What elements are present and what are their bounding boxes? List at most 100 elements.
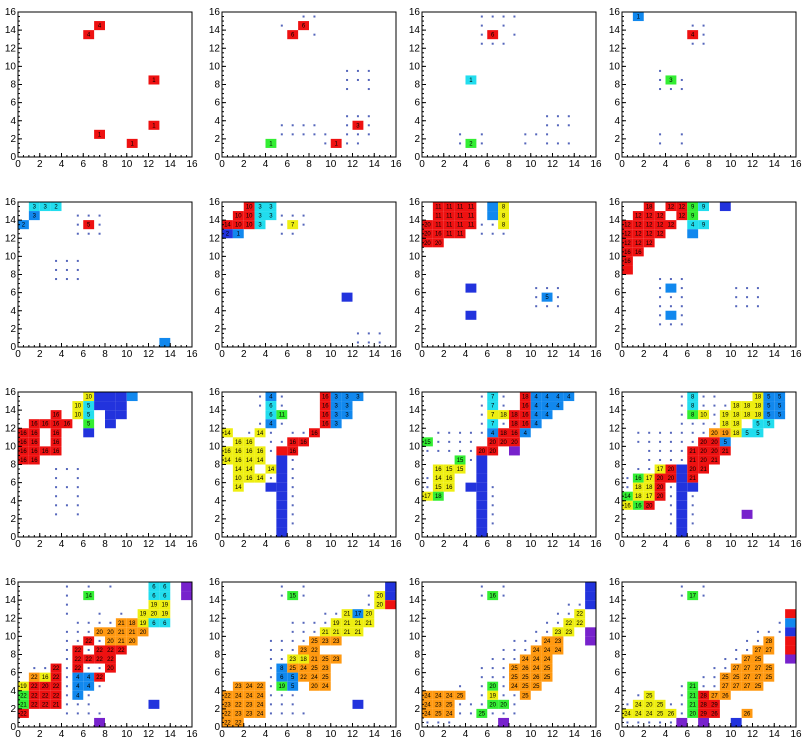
cell-label: 10 — [85, 395, 92, 401]
cell-label: 16 — [20, 431, 27, 437]
y-tick-label: 14 — [5, 595, 17, 606]
cell — [276, 509, 288, 519]
y-tick-label: 8 — [10, 270, 16, 281]
x-tick-label: 8 — [706, 729, 712, 740]
y-tick-label: 2 — [614, 134, 620, 145]
cell — [530, 672, 542, 682]
cell — [687, 455, 699, 465]
x-tick-label: 6 — [284, 159, 290, 170]
cell — [585, 591, 596, 601]
marker-dot — [76, 232, 79, 235]
cell-label: 17 — [646, 494, 653, 500]
y-tick-label: 12 — [209, 423, 221, 434]
cell — [465, 138, 477, 148]
marker-dot — [324, 142, 327, 145]
marker-dot — [513, 639, 516, 642]
marker-dot — [680, 142, 683, 145]
x-tick-label: 14 — [165, 159, 177, 170]
marker-dot — [280, 594, 283, 597]
cell-label: 18 — [511, 422, 518, 428]
cell — [50, 437, 62, 447]
cell-label: 8 — [691, 404, 695, 410]
marker-dot — [367, 332, 370, 335]
x-tick-label: 0 — [419, 729, 425, 740]
marker-dot — [746, 305, 749, 308]
cell-label: 1 — [152, 78, 156, 84]
cell — [309, 645, 320, 655]
marker-dot — [691, 440, 694, 443]
y-tick-label: 0 — [414, 152, 420, 163]
cell-label: 21 — [333, 630, 340, 636]
cell — [105, 401, 116, 411]
marker-dot — [291, 486, 294, 489]
marker-dot — [626, 703, 629, 706]
cell — [519, 681, 531, 691]
cell-label: 24 — [246, 684, 253, 690]
cell — [719, 672, 731, 682]
marker-dot — [291, 124, 294, 127]
cell — [443, 464, 455, 474]
x-tick-label: 0 — [619, 349, 625, 360]
marker-dot — [280, 648, 283, 651]
cell-label: 19 — [151, 603, 158, 609]
y-tick-label: 14 — [609, 25, 621, 36]
x-tick-label: 14 — [569, 729, 581, 740]
y-tick-label: 10 — [5, 251, 17, 262]
marker-dot — [324, 621, 327, 624]
cell — [487, 591, 499, 601]
cell-label: 25 — [765, 666, 772, 672]
marker-dot — [367, 603, 370, 606]
cell — [83, 220, 95, 230]
y-tick-label: 2 — [414, 324, 420, 335]
cell-label: 3 — [335, 413, 339, 419]
x-tick-label: 14 — [769, 729, 781, 740]
marker-dot — [87, 694, 90, 697]
marker-dot — [648, 721, 651, 724]
cell — [541, 672, 553, 682]
cell-label: 20 — [711, 440, 718, 446]
x-tick-label: 6 — [684, 539, 690, 550]
marker-dot — [65, 685, 68, 688]
marker-dot — [356, 332, 359, 335]
cell — [72, 401, 84, 411]
marker-dot — [713, 413, 716, 416]
marker-dot — [659, 721, 662, 724]
marker-dot — [702, 395, 705, 398]
x-tick-label: 0 — [15, 159, 21, 170]
cell-label: 25 — [478, 711, 485, 717]
marker-dot — [65, 658, 68, 661]
y-tick-label: 14 — [409, 595, 421, 606]
cell — [687, 30, 699, 40]
cell — [319, 681, 331, 691]
cell-label: 3 — [269, 205, 273, 211]
cell — [687, 202, 699, 212]
cell — [454, 220, 466, 230]
x-tick-label: 2 — [241, 159, 247, 170]
x-tick-label: 4 — [663, 539, 669, 550]
cell — [341, 618, 353, 628]
cell — [541, 663, 553, 673]
y-tick-label: 14 — [209, 25, 221, 36]
y-tick-label: 8 — [214, 460, 220, 471]
cell-label: 4 — [691, 223, 695, 229]
marker-dot — [648, 440, 651, 443]
cell — [741, 428, 753, 438]
cell-label: 16 — [289, 440, 296, 446]
marker-dot — [659, 458, 662, 461]
cell-label: 11 — [457, 205, 464, 211]
y-tick-label: 12 — [209, 233, 221, 244]
cell — [687, 410, 699, 420]
cell-label: 16 — [31, 458, 38, 464]
marker-dot — [269, 431, 272, 434]
panel-6: 10 3 310 10 3 314 10 10 32 170 2 4 6 8 10 12 14 160246810… — [209, 197, 402, 360]
y-tick-label: 2 — [614, 324, 620, 335]
cell — [432, 211, 444, 221]
marker-dot — [578, 603, 581, 606]
cell — [422, 229, 433, 239]
cell-label: 16 — [511, 431, 518, 437]
marker-dot — [735, 658, 738, 661]
marker-dot — [65, 585, 68, 588]
y-tick-label: 16 — [409, 7, 421, 18]
marker-dot — [65, 639, 68, 642]
